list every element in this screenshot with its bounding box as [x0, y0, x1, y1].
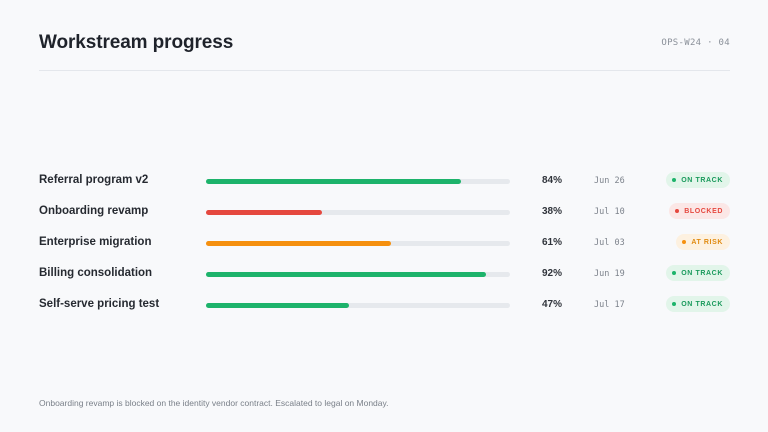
progress-fill	[206, 179, 462, 184]
due-date: Jul 17	[594, 300, 625, 310]
workstream-name: Onboarding revamp	[39, 205, 149, 217]
progress-percent: 84%	[541, 175, 562, 186]
progress-percent: 61%	[541, 237, 562, 248]
due-date: Jul 03	[594, 238, 625, 248]
status-dot-icon	[672, 178, 677, 182]
progress-fill	[206, 303, 349, 308]
progress-percent: 38%	[541, 206, 562, 217]
status-label: AT RISK	[691, 238, 723, 246]
workstream-row: Billing consolidation 92% Jun 19 ON TRAC…	[0, 259, 768, 290]
progress-track	[206, 272, 510, 277]
due-date: Jun 26	[594, 176, 625, 186]
workstream-row: Self-serve pricing test 47% Jul 17 ON TR…	[0, 290, 768, 321]
status-badge: BLOCKED	[669, 203, 730, 219]
page-title: Workstream progress	[39, 32, 234, 53]
status-label: ON TRACK	[681, 300, 723, 308]
status-label: BLOCKED	[684, 207, 723, 215]
status-label: ON TRACK	[681, 269, 723, 277]
workstream-name: Referral program v2	[39, 174, 149, 186]
workstream-name: Billing consolidation	[39, 267, 153, 279]
due-date: Jul 10	[594, 207, 625, 217]
workstream-row: Enterprise migration 61% Jul 03 AT RISK	[0, 228, 768, 259]
slide-code: OPS-W24 · 04	[661, 38, 730, 48]
status-dot-icon	[672, 302, 677, 306]
workstream-row: Referral program v2 84% Jun 26 ON TRACK	[0, 166, 768, 197]
progress-fill	[206, 241, 392, 246]
status-dot-icon	[682, 240, 687, 244]
progress-track	[206, 179, 510, 184]
due-date: Jun 19	[594, 269, 625, 279]
workstream-row: Onboarding revamp 38% Jul 10 BLOCKED	[0, 197, 768, 228]
status-badge: AT RISK	[676, 234, 730, 250]
progress-fill	[206, 272, 486, 277]
status-dot-icon	[675, 209, 680, 213]
status-badge: ON TRACK	[666, 172, 730, 188]
workstream-name: Self-serve pricing test	[39, 298, 160, 310]
progress-percent: 92%	[541, 268, 562, 279]
status-badge: ON TRACK	[666, 265, 730, 281]
progress-track	[206, 210, 510, 215]
status-label: ON TRACK	[681, 176, 723, 184]
progress-track	[206, 303, 510, 308]
progress-track	[206, 241, 510, 246]
workstream-name: Enterprise migration	[39, 236, 152, 248]
header-divider	[39, 70, 730, 71]
status-dot-icon	[672, 271, 677, 275]
footnote: Onboarding revamp is blocked on the iden…	[39, 398, 389, 408]
status-badge: ON TRACK	[666, 296, 730, 312]
progress-fill	[206, 210, 322, 215]
progress-percent: 47%	[541, 299, 562, 310]
